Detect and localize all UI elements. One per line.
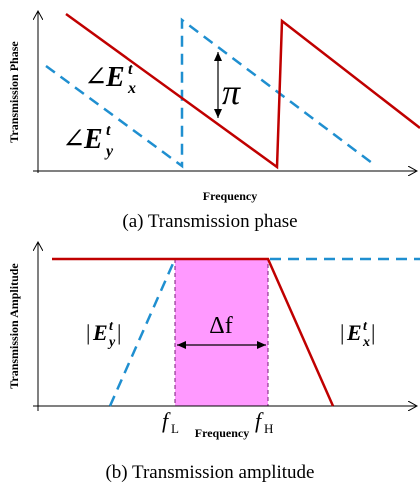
- label-angle-ex: ∠ E t x: [84, 61, 136, 97]
- svg-text:t: t: [363, 319, 368, 334]
- panel-a-caption: (a) Transmission phase: [122, 211, 297, 232]
- svg-text:|: |: [371, 320, 375, 345]
- label-abs-ex: | E t x |: [340, 319, 375, 350]
- svg-text:x: x: [127, 80, 136, 97]
- svg-text:f: f: [255, 408, 264, 433]
- bandwidth-label: Δf: [209, 313, 232, 339]
- svg-text:E: E: [346, 320, 362, 345]
- panel-b-y-axis-title: Transmission Amplitude: [7, 263, 21, 389]
- f-low-label: f L: [162, 408, 179, 436]
- svg-text:∠: ∠: [84, 62, 107, 93]
- svg-text:|: |: [340, 320, 344, 345]
- passband-region: [174, 258, 269, 407]
- svg-text:|: |: [86, 320, 90, 345]
- svg-text:t: t: [128, 61, 133, 78]
- svg-text:|: |: [117, 320, 121, 345]
- panel-b-x-axis-title: Frequency: [195, 426, 249, 440]
- svg-text:x: x: [362, 335, 370, 350]
- panel-a-phase: Transmission Phase Frequency π ∠ E t x ∠…: [7, 12, 420, 232]
- ey-amplitude-curve: [108, 258, 177, 407]
- svg-text:L: L: [171, 421, 179, 436]
- svg-text:y: y: [107, 335, 116, 350]
- svg-text:∠: ∠: [62, 124, 85, 155]
- ex-phase-curve: [65, 12, 420, 170]
- f-high-label: f H: [255, 408, 273, 436]
- svg-text:E: E: [92, 320, 108, 345]
- panel-a-x-axis-title: Frequency: [203, 189, 257, 203]
- svg-text:t: t: [109, 319, 114, 334]
- svg-text:H: H: [264, 421, 273, 436]
- panel-b-caption: (b) Transmission amplitude: [105, 462, 314, 483]
- label-abs-ey: | E t y |: [86, 319, 121, 350]
- label-angle-ey: ∠ E t y: [62, 122, 114, 160]
- svg-text:t: t: [106, 122, 111, 139]
- svg-text:E: E: [83, 124, 103, 155]
- svg-text:f: f: [162, 408, 171, 433]
- panel-b-amplitude: Transmission Amplitude Frequency Δf | E …: [7, 243, 420, 483]
- svg-text:y: y: [104, 143, 114, 160]
- pi-label: π: [222, 72, 241, 112]
- ex-amplitude-curve: [52, 257, 335, 407]
- panel-a-y-axis-title: Transmission Phase: [7, 41, 21, 143]
- svg-text:E: E: [105, 62, 125, 93]
